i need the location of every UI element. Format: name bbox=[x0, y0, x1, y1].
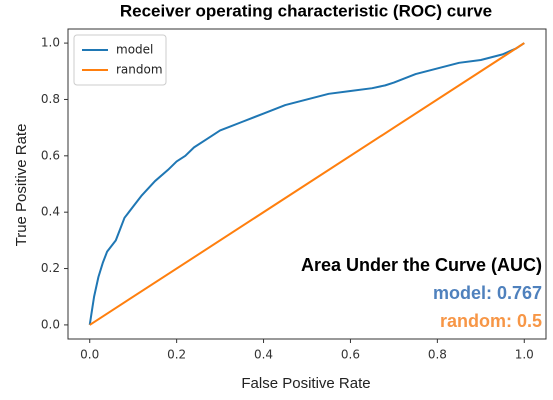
x-tick-label: 0.8 bbox=[428, 348, 447, 362]
x-axis-label: False Positive Rate bbox=[241, 375, 370, 392]
x-tick-label: 0.6 bbox=[341, 348, 360, 362]
y-tick-label: 1.0 bbox=[41, 36, 60, 50]
y-tick-label: 0.2 bbox=[41, 261, 60, 275]
y-tick-label: 0.8 bbox=[41, 92, 60, 106]
annotation: random: 0.5 bbox=[440, 311, 542, 331]
x-tick-label: 0.2 bbox=[167, 348, 186, 362]
line-series bbox=[88, 42, 525, 326]
legend-label: model bbox=[116, 43, 153, 57]
y-tick-label: 0.0 bbox=[41, 317, 60, 331]
x-tick-label: 0.0 bbox=[80, 348, 99, 362]
y-tick-label: 0.6 bbox=[41, 148, 60, 162]
y-tick-label: 0.4 bbox=[41, 205, 60, 219]
annotation: model: 0.767 bbox=[433, 283, 542, 303]
legend-label: random bbox=[116, 63, 163, 77]
plot-frame bbox=[67, 28, 547, 340]
line-series bbox=[89, 42, 525, 326]
legend-box bbox=[73, 34, 167, 86]
y-axis-label: True Positive Rate bbox=[13, 124, 30, 247]
chart-title: Receiver operating characteristic (ROC) … bbox=[120, 1, 492, 20]
annotation: Area Under the Curve (AUC) bbox=[301, 255, 542, 275]
x-tick-label: 1.0 bbox=[515, 348, 534, 362]
x-tick-label: 0.4 bbox=[254, 348, 273, 362]
